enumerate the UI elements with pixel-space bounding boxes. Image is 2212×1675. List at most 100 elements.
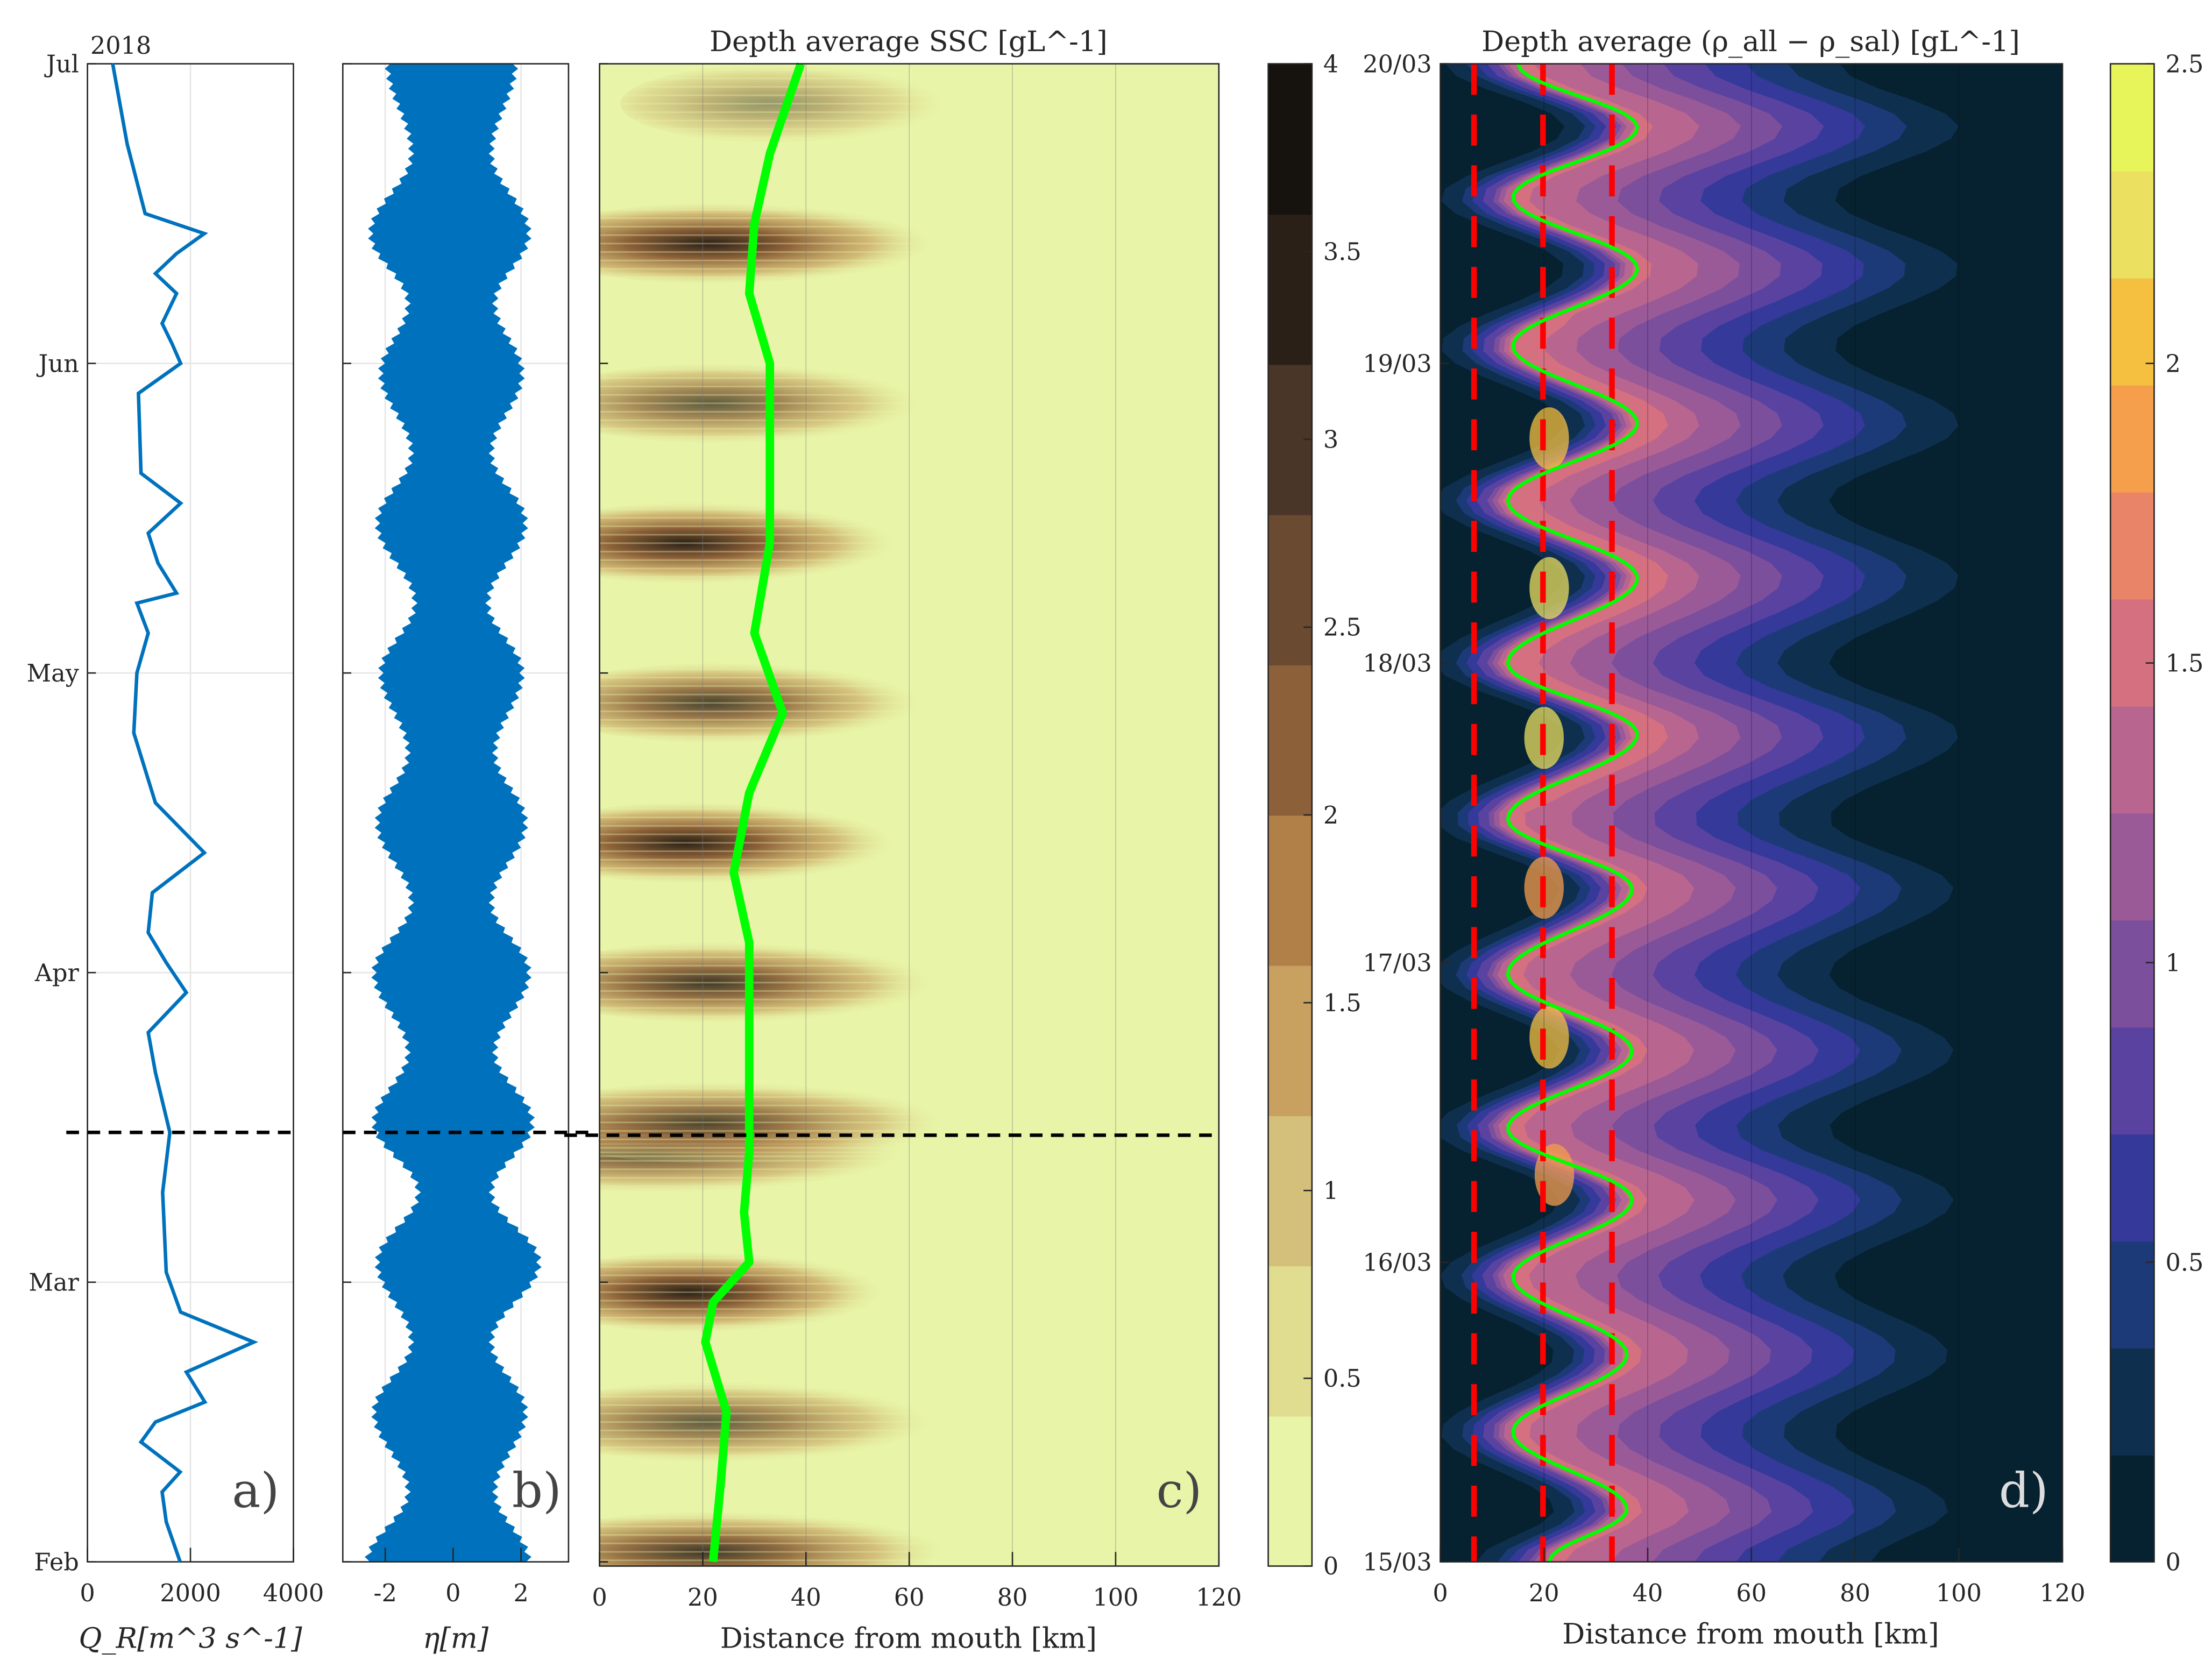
- heatmap-contours: [1440, 63, 1959, 1562]
- x-tick-label: 100: [1093, 1584, 1138, 1612]
- discharge-point: [166, 962, 167, 963]
- colorbar-step: [2110, 1133, 2154, 1188]
- x-tick-label: 100: [1936, 1579, 1982, 1607]
- colorbar-step: [1268, 439, 1312, 515]
- colorbar-tick-label: 1.5: [1323, 989, 1362, 1017]
- colorbar-step: [1268, 1416, 1312, 1492]
- colorbar-tick-label: 2.5: [2165, 50, 2203, 78]
- colorbar-step: [1268, 63, 1312, 140]
- x-tick-label: 0: [1433, 1579, 1448, 1607]
- colorbar-step: [2110, 652, 2154, 707]
- x-tick-label: 4000: [263, 1579, 324, 1607]
- y-tick-label: Apr: [34, 959, 80, 987]
- colorbar-step: [2110, 759, 2154, 814]
- discharge-point: [155, 273, 156, 274]
- colorbar-step: [2110, 813, 2154, 867]
- water-level-area: [364, 63, 542, 1562]
- ssc-pulse: [599, 1080, 1002, 1165]
- panel-b-frame: [342, 63, 570, 1563]
- panel-label-c: c): [1157, 1463, 1202, 1518]
- colorbar-step: [1268, 815, 1312, 891]
- colorbar-frame: [2109, 63, 2155, 1563]
- x-tick-label: 0: [592, 1584, 607, 1612]
- discharge-point: [162, 1192, 163, 1193]
- x-tick-label: 80: [997, 1584, 1028, 1612]
- colorbar-step: [1268, 1115, 1312, 1191]
- y-tick-label: 20/03: [1363, 50, 1431, 78]
- panel-b-water-level: -2 0 2 b) η[m]: [342, 63, 597, 1655]
- discharge-point: [176, 253, 177, 254]
- ssc-pulse: [599, 1250, 930, 1335]
- panel-a-discharge: Feb Mar Apr May Jun Jul 0 2000 4000 2018 a) Q_R[m^3…: [26, 32, 324, 1655]
- colorbar-step: [1268, 664, 1312, 741]
- y-tick-label: 18/03: [1363, 649, 1431, 677]
- discharge-point: [169, 1132, 171, 1133]
- y-tick-label: 16/03: [1363, 1248, 1431, 1276]
- colorbar-step: [2110, 866, 2154, 921]
- colorbar-step: [2110, 1401, 2154, 1456]
- x-axis-label: Distance from mouth [km]: [1562, 1618, 1939, 1651]
- y-tick-label: 17/03: [1363, 949, 1431, 977]
- colorbar-step: [2110, 224, 2154, 279]
- x-tick-label: 0: [445, 1579, 460, 1607]
- colorbar-step: [2110, 545, 2154, 600]
- colorbar-step: [2110, 599, 2154, 654]
- ssc-pulse: [599, 1509, 1002, 1566]
- x-tick-label: 40: [791, 1584, 821, 1612]
- discharge-point: [152, 892, 153, 893]
- colorbar-tick-label: 1.5: [2165, 649, 2203, 677]
- x-tick-label: 20: [1529, 1579, 1559, 1607]
- colorbar-step: [2110, 1454, 2154, 1509]
- y-tick-label: Mar: [29, 1268, 79, 1296]
- panel-label-d: d): [1999, 1463, 2048, 1518]
- colorbar-tick-label: 2: [2165, 350, 2180, 378]
- x-tick-label: 2: [513, 1579, 528, 1607]
- water-level-area-group: [364, 63, 542, 1562]
- x-tick-label: 120: [1196, 1584, 1242, 1612]
- colorbar-step: [2110, 1240, 2154, 1295]
- x-axis-label: Distance from mouth [km]: [720, 1622, 1097, 1655]
- colorbar-step: [1268, 740, 1312, 816]
- discharge-point: [186, 992, 187, 993]
- discharge-point: [166, 1272, 167, 1273]
- ssc-pulse: [599, 661, 972, 746]
- colorbar-step: [2110, 1080, 2154, 1135]
- colorbar-tick-label: 2: [1323, 801, 1338, 829]
- ssc-pulse: [599, 1380, 987, 1465]
- colorbar-tick-label: 0: [2165, 1548, 2180, 1576]
- discharge-point: [176, 293, 177, 294]
- colorbar-step: [2110, 1294, 2154, 1349]
- colorbar-step: [2110, 706, 2154, 760]
- x-tick-label: 60: [894, 1584, 925, 1612]
- colorbar-step: [2110, 117, 2154, 172]
- year-label: 2018: [90, 32, 151, 60]
- x-tick-label: 80: [1840, 1579, 1870, 1607]
- discharge-point: [186, 1372, 187, 1373]
- colorbar-step: [1268, 1265, 1312, 1342]
- x-axis-label: η[m]: [423, 1622, 489, 1655]
- colorbar-tick-label: 1: [1323, 1177, 1338, 1205]
- colorbar-step: [1268, 1040, 1312, 1116]
- colorbar-tick-label: 0: [1323, 1552, 1338, 1580]
- colorbar-step: [1268, 1190, 1312, 1267]
- colorbar-step: [2110, 1187, 2154, 1242]
- colorbar-step: [1268, 364, 1312, 441]
- colorbar-step: [2110, 920, 2154, 974]
- ssc-pulse: [599, 800, 946, 885]
- y-tick-label: Jun: [37, 350, 79, 378]
- colorbar-step: [1268, 514, 1312, 591]
- x-axis-label: Q_R[m^3 s^-1]: [79, 1622, 302, 1655]
- colorbar-step: [2110, 438, 2154, 493]
- tidal-excursion-line: [1506, 63, 1640, 1563]
- colorbar-step: [2110, 1026, 2154, 1081]
- colorbar-step: [1268, 139, 1312, 215]
- discharge-line: [111, 63, 259, 1563]
- ssc-centroid-line: [701, 62, 805, 1563]
- colorbar-step: [2110, 492, 2154, 546]
- x-tick-label: 0: [80, 1579, 95, 1607]
- y-tick-label: Feb: [34, 1548, 79, 1576]
- density-peak: [1529, 557, 1569, 620]
- colorbar-tick-label: 3.5: [1323, 238, 1362, 266]
